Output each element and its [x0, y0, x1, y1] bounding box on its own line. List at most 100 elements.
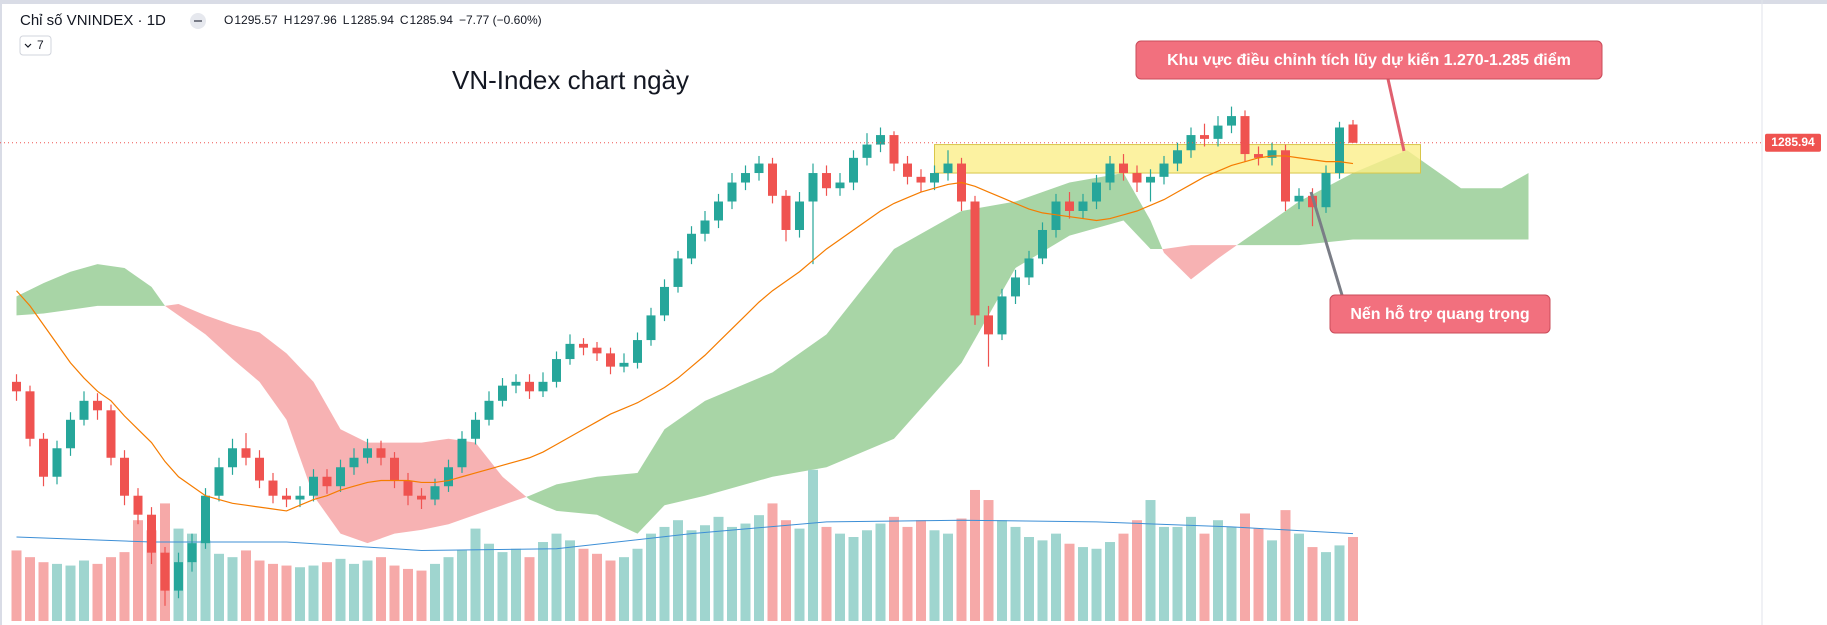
volume-bar [1321, 552, 1331, 621]
volume-bar [470, 528, 481, 621]
candle-body [1321, 173, 1331, 208]
cloud-segment [1162, 248, 1164, 253]
ohlc-text: 1285.94 [350, 13, 394, 27]
volume-bar [430, 563, 440, 621]
candle-body [592, 347, 602, 354]
volume-bar [646, 533, 656, 621]
volume-bar [1037, 540, 1048, 621]
candle-body [282, 495, 291, 500]
volume-bar [511, 548, 521, 621]
cloud-segment [1218, 245, 1237, 259]
candle-body [241, 448, 251, 458]
ohlc-text: C [400, 13, 409, 27]
candle-body [228, 448, 237, 468]
candle-body [781, 195, 791, 230]
last-price-tag [1765, 133, 1821, 152]
volume-bar [322, 562, 332, 621]
candles [0, 106, 1762, 606]
annotation-box [1329, 294, 1551, 334]
volume-bar [214, 553, 224, 621]
volume-bar [349, 563, 359, 621]
candle-body [673, 258, 683, 287]
volume-bar [1334, 545, 1345, 621]
annotations: Khu vực điều chỉnh tích lũy dự kiến 1.27… [1135, 40, 1603, 334]
volume-bar [38, 562, 49, 621]
cloud-segment [367, 442, 395, 544]
volume-bar [268, 563, 278, 621]
candle-body [93, 400, 102, 411]
volume-bar [997, 520, 1007, 621]
volume-bar [808, 469, 818, 621]
volume-bar [403, 568, 413, 621]
ohlc-legend: O 1295.57 H 1297.96 L 1285.94 C 1285.94 −7.77 (−… [224, 13, 542, 27]
volume-bar [133, 520, 143, 621]
chevron [24, 43, 32, 48]
volume-bar [106, 557, 116, 621]
candle-body [322, 476, 332, 487]
candle-body [862, 144, 872, 158]
cloud-segment [826, 248, 894, 468]
volume-bar [1348, 537, 1358, 621]
cloud-segment [894, 211, 962, 439]
candle-body [943, 163, 953, 174]
volume-bar [740, 523, 751, 621]
volume-bar [1267, 540, 1277, 621]
volume-bar [916, 520, 926, 621]
symbol-label[interactable]: Chỉ số VNINDEX · 1D [20, 12, 166, 29]
volume-bar [700, 525, 710, 621]
cloud-segment [1164, 245, 1191, 280]
chart-title: VN-Index chart ngày [452, 65, 689, 95]
volume-bar [25, 557, 35, 621]
volume-bar [443, 557, 454, 621]
volume-bar [754, 515, 764, 621]
volume-bar [983, 500, 994, 621]
volume-bar [1294, 533, 1304, 621]
volume-bar [835, 533, 845, 621]
candle-body [255, 457, 264, 481]
ohlc-text: H [284, 13, 293, 27]
volume-bar [335, 558, 346, 621]
candle-body [12, 381, 21, 392]
candle-body [52, 448, 62, 477]
volume-bar [686, 530, 697, 621]
volume-bar [457, 550, 467, 621]
cloud-segment [705, 372, 773, 496]
annotation-pointer [1309, 191, 1344, 296]
candle-body [1105, 163, 1115, 183]
volume-bar [146, 530, 157, 621]
cloud-segment [70, 264, 98, 310]
volume-bar [1253, 528, 1264, 621]
volume-bar [227, 557, 238, 621]
candle-body [903, 163, 912, 177]
candle-body [606, 353, 615, 367]
volume-bar [781, 520, 791, 621]
volume-bar [200, 540, 211, 621]
cloud-segment [16, 283, 44, 316]
volume-bar [1091, 548, 1102, 621]
volume-bar [65, 565, 76, 621]
volume-bar [1078, 547, 1088, 621]
candle-body [1078, 201, 1088, 211]
candle-body [552, 359, 561, 382]
candle-body [970, 201, 980, 316]
indicators-toggle[interactable] [19, 35, 52, 56]
candle-body [66, 419, 75, 449]
candle-body [538, 381, 548, 392]
candle-body [876, 135, 885, 145]
volume-bar [970, 489, 980, 621]
volume-bar [1172, 526, 1183, 621]
ohlc-text: 1285.94 [410, 13, 454, 27]
volume-bar [389, 565, 400, 621]
candle-body [1024, 258, 1034, 278]
candle-body [79, 400, 89, 420]
candle-body [160, 552, 170, 591]
candle-body [174, 562, 183, 591]
volume-bar [1105, 542, 1115, 621]
volume-bar [1280, 510, 1291, 621]
candle-body [619, 362, 629, 367]
volume-bar [416, 570, 427, 621]
candle-body [700, 220, 710, 234]
candle-body [822, 173, 831, 189]
annotation-box [1135, 40, 1603, 80]
candle-body [363, 448, 372, 458]
